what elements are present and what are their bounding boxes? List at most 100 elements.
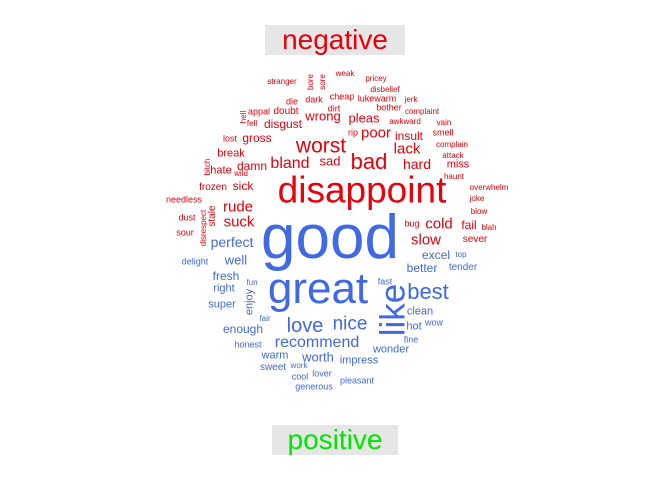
word-fail: fail [461,218,477,232]
word-clean: clean [406,305,434,318]
word-disappoint: disappoint [277,169,447,211]
word-work: work [290,361,308,370]
word-frozen: frozen [199,182,227,193]
word-wonder: wonder [372,343,410,356]
word-disrespect: disrespect [199,209,208,247]
word-great: great [267,264,369,313]
word-blah: blah [481,223,497,232]
word-enjoy: enjoy [243,288,256,316]
word-cheap: cheap [329,91,355,102]
word-perfect: perfect [210,234,254,250]
word-insult: insult [394,129,424,143]
word-sever: sever [462,234,488,245]
word-damn: damn [236,159,268,173]
word-hate: hate [210,164,232,177]
word-worth: worth [302,349,334,365]
word-suck: suck [223,213,255,231]
word-fell: fell [246,119,258,128]
word-bore: bore [306,73,315,91]
word-haunt: haunt [443,172,465,181]
word-bug: bug [404,218,420,229]
word-cool: cool [291,371,309,382]
word-recommend: recommend [274,334,360,351]
word-fine: fine [403,334,419,345]
word-good: good [261,203,399,272]
word-bland: bland [270,155,310,172]
word-wow: wow [424,317,444,328]
word-enough: enough [222,322,264,336]
word-like: like [373,283,413,337]
word-smell: smell [432,127,454,138]
word-pleas: pleas [348,110,380,126]
word-joke: joke [469,194,485,203]
word-best: best [407,279,449,304]
word-wrong: wrong [305,108,341,124]
word-doubt: doubt [273,106,299,117]
word-lack: lack [393,140,421,158]
word-disgust: disgust [263,117,303,131]
word-jerk: jerk [404,95,418,104]
word-excel: excel [421,248,451,262]
word-lost: lost [222,133,238,144]
word-pleasant: pleasant [339,375,375,386]
word-sad: sad [319,153,341,169]
word-better: better [406,261,438,275]
word-die: die [285,96,299,107]
word-hard: hard [402,156,432,172]
word-lover: lover [312,368,332,379]
word-slow: slow [410,231,442,249]
word-lukewarm: lukewarm [357,93,397,104]
word-generous: generous [295,381,333,392]
word-gross: gross [242,131,272,145]
word-bad: bad [350,149,388,174]
word-honest: honest [234,339,262,350]
word-dust: dust [178,212,196,223]
word-appal: appal [247,106,271,117]
word-overwhelm: overwhelm [469,183,509,192]
word-tender: tender [448,262,478,273]
word-stranger: stranger [267,77,297,86]
word-rip: rip [347,127,359,138]
word-sour: sour [176,227,194,238]
word-dirt: dirt [327,103,341,114]
word-impress: impress [339,354,379,367]
word-warm: warm [261,349,289,362]
word-nice: nice [332,313,368,335]
word-fresh: fresh [212,269,240,283]
word-delight: delight [181,256,209,267]
word-rude: rude [222,198,254,216]
word-pricey: pricey [365,74,387,83]
word-well: well [224,252,248,268]
word-awkward: awkward [389,117,421,126]
word-miss: miss [446,158,470,171]
word-bother: bother [376,102,402,113]
word-stale: stale [207,205,218,227]
word-needless: needless [165,194,203,205]
word-poor: poor [360,124,392,142]
word-fast: fast [377,276,393,287]
word-fair: fair [259,314,271,323]
word-dark: dark [305,94,323,105]
word-super: super [208,298,236,311]
word-fun: fun [246,278,258,287]
word-worst: worst [295,134,347,158]
word-break: break [217,147,245,160]
word-top: top [455,250,467,259]
word-sick: sick [232,179,254,193]
positive-group-label: positive [272,425,398,455]
word-sore: sore [318,74,327,90]
word-vain: vain [436,118,452,127]
word-complain: complain [435,140,469,149]
negative-group-label: negative [265,25,405,55]
word-attack: attack [442,151,464,160]
word-right: right [213,282,235,295]
word-sweet: sweet [259,362,287,373]
word-wild: wild [234,169,248,178]
word-hot: hot [406,320,422,333]
word-cold: cold [425,215,453,233]
word-disbelief: disbelief [370,85,400,94]
word-weak: weak [335,69,355,78]
word-blow: blow [470,207,488,216]
word-love: love [286,315,324,337]
